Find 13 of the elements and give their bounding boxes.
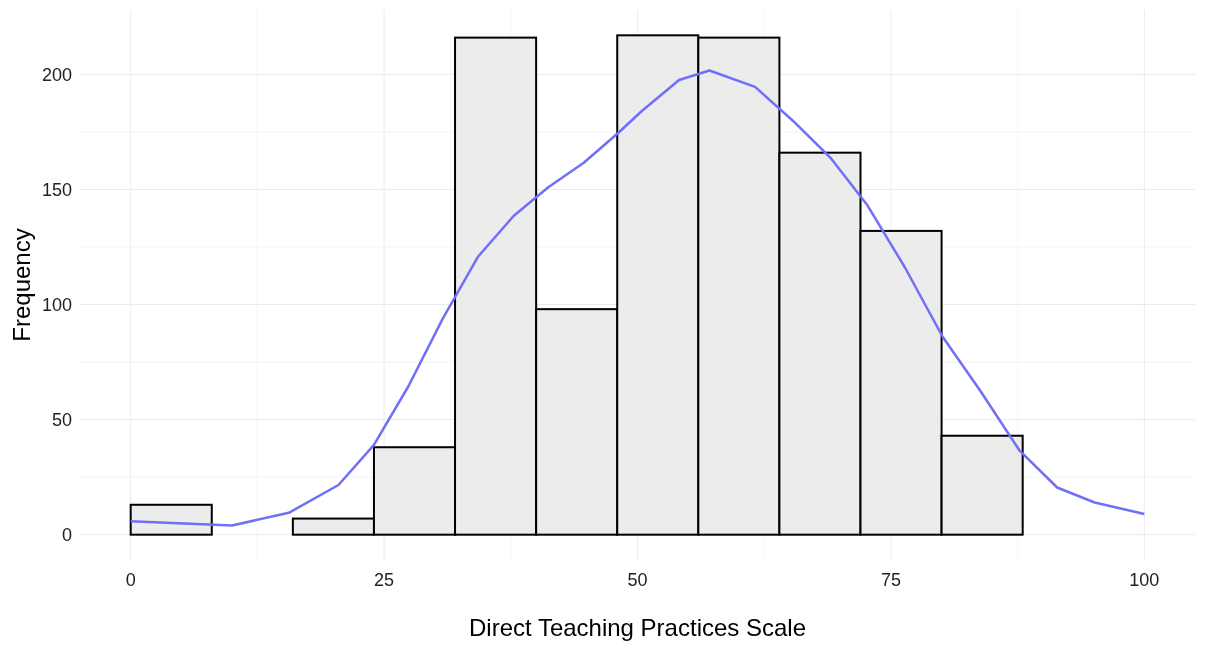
x-axis-title: Direct Teaching Practices Scale xyxy=(468,614,807,641)
y-tick-label: 150 xyxy=(41,179,72,200)
x-tick-label: 75 xyxy=(880,570,901,590)
x-tick-label: 100 xyxy=(1129,570,1160,590)
line-series xyxy=(129,69,1146,527)
y-axis-title: Frequency xyxy=(8,228,35,342)
x-tick-label: 50 xyxy=(627,570,648,590)
y-tick-label: 50 xyxy=(51,409,72,430)
y-tick-label: 100 xyxy=(41,294,72,315)
y-tick-label: 200 xyxy=(41,64,72,85)
x-tick-label: 25 xyxy=(374,570,395,590)
y-tick-label: 0 xyxy=(61,524,72,545)
x-tick-label: 0 xyxy=(125,570,136,590)
